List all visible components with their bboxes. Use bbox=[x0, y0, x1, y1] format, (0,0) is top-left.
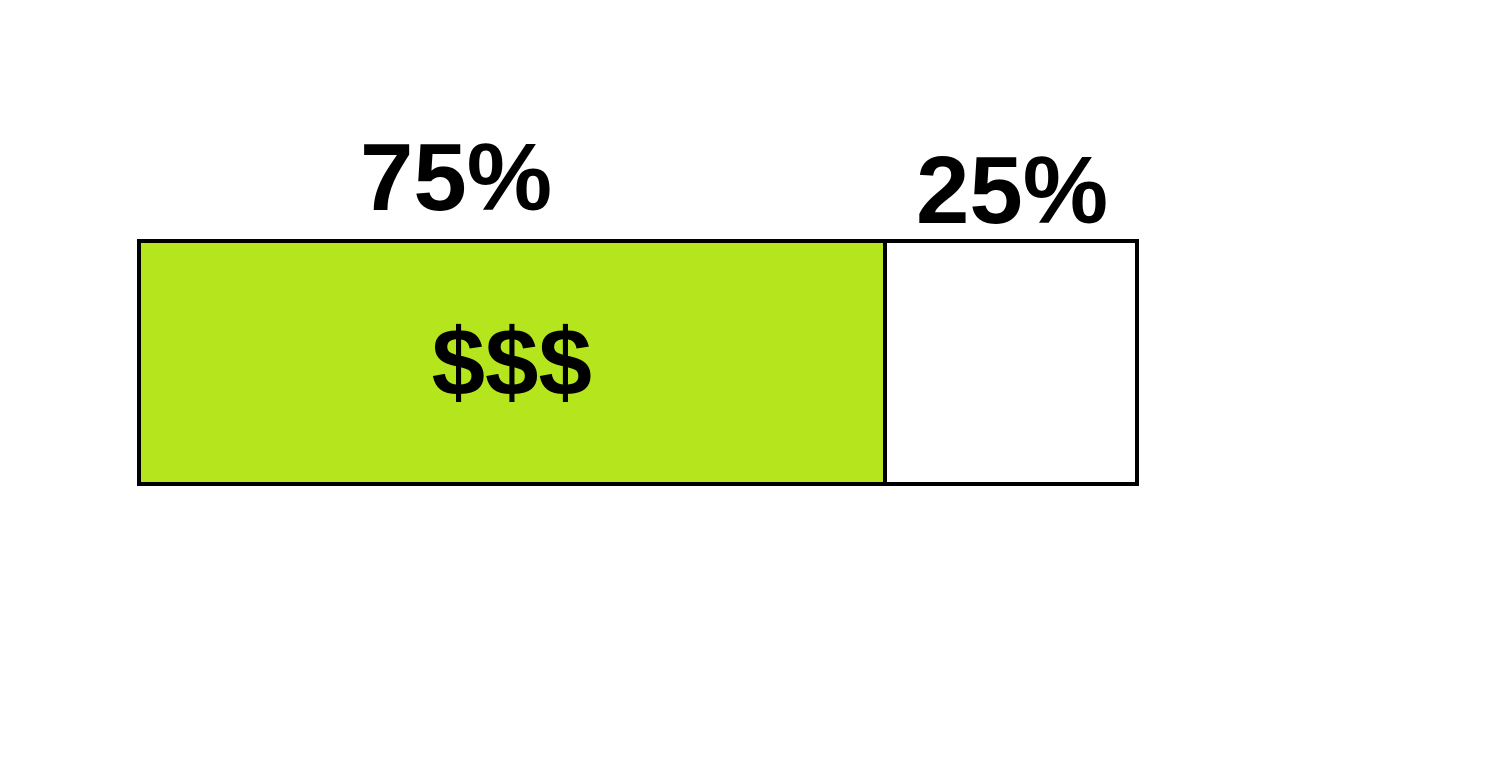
split-bar: $$$ bbox=[137, 239, 1139, 486]
segment-percent-label-empty: 25% bbox=[916, 137, 1109, 244]
dollar-signs-text: $$$ bbox=[431, 308, 592, 416]
empty-segment bbox=[886, 243, 1135, 482]
filled-segment: $$$ bbox=[141, 243, 887, 482]
segment-percent-label-filled: 75% bbox=[360, 124, 553, 231]
